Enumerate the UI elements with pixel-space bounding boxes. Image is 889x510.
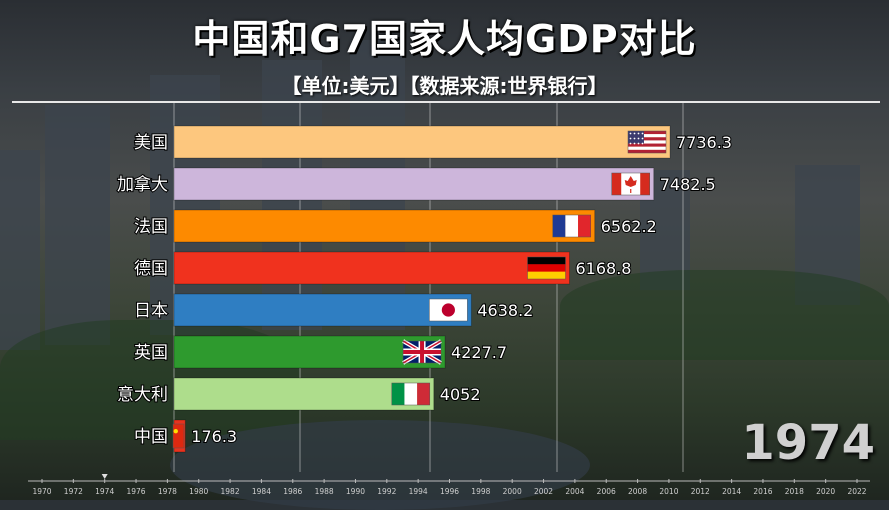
timeline-tick-label: 2016 (753, 487, 772, 496)
category-label: 中国 (134, 427, 168, 447)
chart-title: 中国和G7国家人均GDP对比 (192, 17, 697, 61)
value-label: 4227.7 (451, 343, 507, 362)
timeline-tick-label: 1986 (283, 487, 302, 496)
category-label: 加拿大 (117, 174, 168, 195)
building (0, 150, 40, 350)
timeline-tick-label: 1994 (409, 487, 428, 496)
category-label: 英国 (134, 343, 168, 363)
timeline-tick-label: 2020 (816, 487, 835, 496)
timeline-tick-label: 1982 (221, 487, 240, 496)
france-flag-icon (552, 214, 591, 238)
timeline-tick-label: 1996 (440, 487, 459, 496)
timeline-tick-label: 1972 (64, 487, 83, 496)
building (45, 105, 110, 345)
value-label: 4052 (440, 385, 481, 404)
timeline-tick-label: 2002 (534, 487, 553, 496)
timeline-tick-label: 1992 (377, 487, 396, 496)
current-year-label: 1974 (741, 415, 875, 471)
canada-flag-icon (611, 172, 650, 196)
timeline-tick-label: 2004 (565, 487, 584, 496)
timeline-tick-label: 1970 (32, 487, 51, 496)
value-label: 7736.3 (676, 133, 732, 152)
chart-subtitle: 【单位:美元】【数据来源:世界银行】 (281, 74, 608, 98)
timeline-tick-label: 2014 (722, 487, 741, 496)
timeline-tick-label: 1978 (158, 487, 177, 496)
timeline-tick-label: 1984 (252, 487, 271, 496)
timeline-tick-label: 1980 (189, 487, 208, 496)
bar (173, 251, 571, 285)
bar (173, 293, 472, 327)
timeline-tick-label: 1998 (471, 487, 490, 496)
value-label: 6168.8 (576, 259, 632, 278)
value-label: 4638.2 (477, 301, 533, 320)
building (150, 75, 220, 335)
timeline-tick-label: 2000 (503, 487, 522, 496)
timeline-tick-label: 1976 (126, 487, 145, 496)
plot-top-border (12, 101, 880, 103)
timeline-tick-label: 1974 (95, 487, 114, 496)
bar (173, 377, 435, 411)
timeline-tick-label: 1988 (315, 487, 334, 496)
japan-flag-icon (429, 298, 468, 322)
bar (173, 167, 655, 201)
category-label: 法国 (134, 217, 168, 237)
pond (170, 420, 590, 510)
value-label: 6562.2 (601, 217, 657, 236)
timeline-tick-label: 2012 (691, 487, 710, 496)
timeline-tick-label: 2006 (597, 487, 616, 496)
category-label: 美国 (134, 133, 168, 153)
bar (173, 209, 596, 243)
category-label: 德国 (134, 259, 168, 279)
timeline-tick-label: 2018 (785, 487, 804, 496)
timeline-tick-label: 2022 (847, 487, 866, 496)
bar (173, 125, 671, 159)
category-label: 日本 (134, 301, 168, 321)
category-label: 意大利 (117, 385, 168, 405)
trees (560, 270, 889, 360)
timeline-marker[interactable] (101, 474, 108, 479)
timeline-tick-label: 1990 (346, 487, 365, 496)
timeline-tick-label: 2010 (659, 487, 678, 496)
bar (173, 335, 446, 369)
value-label: 176.3 (191, 427, 237, 446)
china-flag-icon (172, 423, 185, 449)
italy-flag-icon (391, 382, 431, 406)
germany-flag-icon (527, 256, 566, 280)
us-flag-icon (627, 130, 667, 154)
value-label: 7482.5 (660, 175, 716, 194)
timeline-tick-label: 2008 (628, 487, 647, 496)
uk-flag-icon (402, 339, 443, 365)
